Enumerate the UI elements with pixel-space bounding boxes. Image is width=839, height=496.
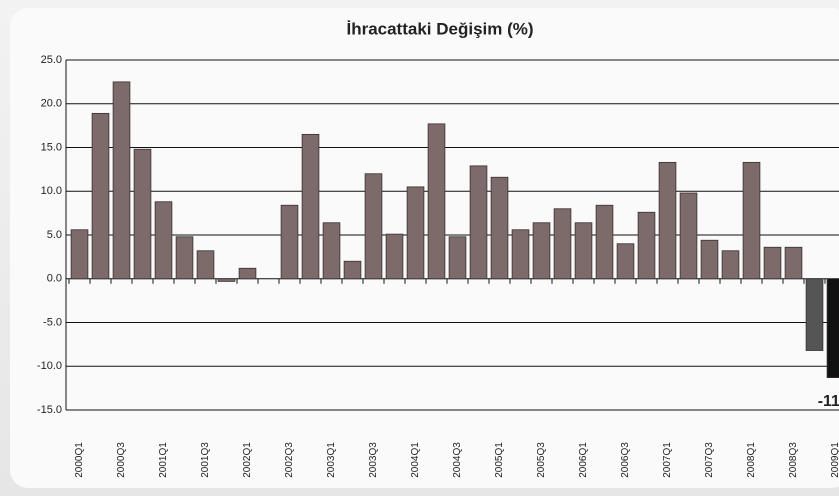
x-tick-label: 2002Q1 <box>242 442 253 478</box>
bar <box>700 239 719 280</box>
x-tick-label: 2000Q1 <box>74 442 85 478</box>
bar <box>406 186 425 280</box>
y-tick-label: -10.0 <box>37 360 62 372</box>
y-tick-label: -5.0 <box>43 316 62 328</box>
y-tick-label: -15.0 <box>37 404 62 416</box>
bar <box>322 222 341 280</box>
bar <box>742 161 761 280</box>
bar <box>784 246 803 280</box>
bar <box>91 112 110 280</box>
bar <box>133 148 152 280</box>
x-tick-label: 2004Q3 <box>452 442 463 478</box>
chart-title: İhracattaki Değişim (%) <box>346 19 533 38</box>
x-tick-label: 2001Q1 <box>158 442 169 478</box>
bar <box>532 222 551 280</box>
bar <box>448 236 467 280</box>
x-tick-label: 2006Q3 <box>620 442 631 478</box>
x-tick-label: 2009Q1 <box>830 442 839 478</box>
bar <box>154 201 173 280</box>
bar <box>427 123 446 280</box>
bar <box>196 250 215 280</box>
bar <box>553 208 572 280</box>
bar <box>469 165 488 280</box>
bar <box>343 260 362 280</box>
y-tick-label: 25.0 <box>41 54 62 66</box>
x-tick-label: 2000Q3 <box>116 442 127 478</box>
x-tick-label: 2008Q1 <box>746 442 757 478</box>
bar <box>70 229 89 280</box>
bar <box>238 267 257 280</box>
value-label: -11,3 <box>818 393 839 410</box>
x-tick-label: 2003Q3 <box>368 442 379 478</box>
x-tick-label: 2002Q3 <box>284 442 295 478</box>
x-tick-label: 2003Q1 <box>326 442 337 478</box>
bar <box>490 176 509 280</box>
bar <box>637 211 656 280</box>
bar <box>658 161 677 280</box>
bar <box>574 222 593 280</box>
y-tick-label: 5.0 <box>47 229 62 241</box>
bar <box>217 278 236 282</box>
y-tick-label: 15.0 <box>41 141 62 153</box>
bar <box>112 81 131 280</box>
x-tick-label: 2007Q3 <box>704 442 715 478</box>
x-tick-label: 2007Q1 <box>662 442 673 478</box>
y-tick-label: 20.0 <box>41 98 62 110</box>
x-tick-label: 2008Q3 <box>788 442 799 478</box>
bar <box>511 229 530 280</box>
bar <box>679 192 698 280</box>
bar <box>616 243 635 280</box>
y-tick-label: 10.0 <box>41 185 62 197</box>
x-tick-label: 2005Q1 <box>494 442 505 478</box>
bar <box>385 233 404 280</box>
bar <box>595 204 614 280</box>
bar <box>805 278 824 351</box>
bar <box>826 278 839 379</box>
panel <box>10 8 839 488</box>
x-tick-label: 2001Q3 <box>200 442 211 478</box>
y-tick-label: 0.0 <box>47 273 62 285</box>
bar <box>763 246 782 280</box>
bar <box>721 250 740 280</box>
bar <box>301 133 320 280</box>
x-tick-label: 2006Q1 <box>578 442 589 478</box>
bar <box>175 236 194 280</box>
x-tick-label: 2004Q1 <box>410 442 421 478</box>
x-tick-label: 2005Q3 <box>536 442 547 478</box>
bar <box>280 204 299 280</box>
bar <box>364 173 383 280</box>
